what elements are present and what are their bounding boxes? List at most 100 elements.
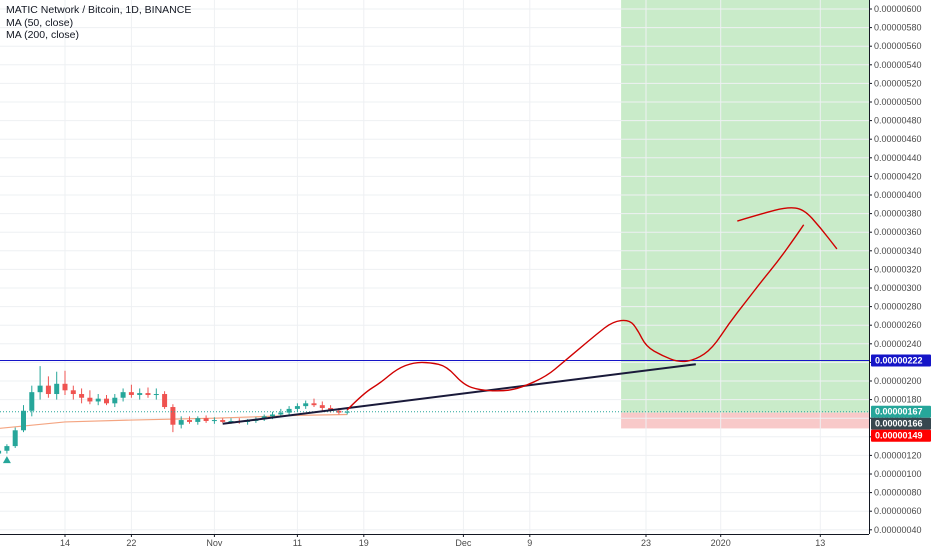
- candle: [286, 406, 292, 416]
- price-tick-label: 0.00000060: [874, 506, 922, 516]
- chart-legend: MATIC Network / Bitcoin, 1D, BINANCE MA …: [6, 4, 191, 42]
- candle: [0, 450, 2, 454]
- time-tick-label: 13: [815, 538, 825, 548]
- price-tick-label: 0.00000520: [874, 78, 922, 88]
- candle-body: [37, 385, 43, 393]
- price-tick-label: 0.00000420: [874, 171, 922, 181]
- candle-body: [203, 418, 209, 421]
- candle-body: [112, 397, 118, 404]
- candle-body: [153, 394, 159, 396]
- price-tick-label: 0.00000100: [874, 469, 922, 479]
- price-tick-label: 0.00000360: [874, 227, 922, 237]
- candle: [37, 366, 43, 400]
- price-tick-label: 0.00000380: [874, 209, 922, 219]
- candle: [112, 394, 118, 408]
- price-tick-label: 0.00000300: [874, 283, 922, 293]
- price-tick-label: 0.00000480: [874, 116, 922, 126]
- price-tag-label: 0.00000222: [875, 356, 923, 366]
- candle: [220, 418, 226, 423]
- candle: [203, 415, 209, 423]
- price-tick-label: 0.00000320: [874, 264, 922, 274]
- candle: [54, 371, 60, 400]
- ma-200-legend: MA (200, close): [6, 29, 79, 41]
- time-tick-label: Nov: [206, 538, 223, 548]
- candle-body: [120, 392, 126, 398]
- price-axis[interactable]: 0.00000600 0.00000580 0.00000560 0.00000540…: [869, 0, 932, 550]
- candle-body: [0, 450, 2, 454]
- candle-body: [4, 446, 10, 451]
- candle: [95, 394, 101, 406]
- candle: [137, 388, 143, 400]
- projection-arc: [737, 207, 838, 250]
- time-tick-label: 19: [359, 538, 369, 548]
- candle-body: [303, 403, 309, 407]
- price-tick-label: 0.00000500: [874, 97, 922, 107]
- price-tick-label: 0.00000040: [874, 525, 922, 535]
- price-tick-label: 0.00000240: [874, 339, 922, 349]
- price-tag-label: 0.00000149: [875, 431, 923, 441]
- candle: [187, 416, 192, 424]
- candle-body: [270, 414, 275, 417]
- drawings: [0, 207, 869, 425]
- candlestick-series: [0, 366, 350, 464]
- price-tick-label: 0.00000080: [874, 488, 922, 498]
- projection-curve: [346, 224, 805, 411]
- candle: [162, 391, 168, 409]
- price-tag-bg: [871, 354, 931, 367]
- candle-body: [278, 412, 284, 415]
- time-tick-label: 2020: [711, 538, 731, 548]
- loss-zone: [621, 412, 869, 429]
- candle-body: [95, 398, 101, 402]
- price-tick-label: 0.00000400: [874, 190, 922, 200]
- candle-body: [54, 383, 60, 395]
- candle-body: [344, 411, 350, 413]
- buy-signal-marker: [2, 456, 11, 464]
- price-tick-label: 0.00000540: [874, 60, 922, 70]
- price-tag-current: 0.00000167: [871, 405, 931, 418]
- candle: [153, 388, 159, 400]
- candle: [87, 390, 93, 405]
- candle-body: [187, 420, 192, 422]
- candle: [311, 398, 317, 408]
- candle-body: [45, 385, 51, 395]
- price-tag-bg: [871, 429, 931, 442]
- candle: [45, 376, 51, 398]
- price-tick-label: 0.00000440: [874, 153, 922, 163]
- time-tick-label: 9: [527, 538, 532, 548]
- candle: [4, 444, 10, 454]
- candle: [79, 388, 85, 404]
- candle-body: [104, 398, 109, 404]
- candle-body: [170, 407, 176, 425]
- candle: [120, 388, 126, 402]
- price-tick-label: 0.00000600: [874, 4, 922, 14]
- candle-body: [220, 420, 226, 422]
- candle-body: [70, 390, 76, 395]
- candle-body: [311, 403, 317, 406]
- price-tick-label: 0.00000460: [874, 134, 922, 144]
- candle-body: [162, 394, 168, 408]
- profit-zone: [621, 0, 869, 413]
- candle: [294, 403, 300, 412]
- price-tag-entry: 0.00000166: [871, 417, 931, 430]
- position-zones: [621, 0, 869, 429]
- time-axis[interactable]: 14 22 Nov 11 19 Dec 9 23 2020 13: [0, 534, 869, 550]
- time-tick-label: 23: [641, 538, 651, 548]
- candle: [104, 394, 109, 406]
- chart-grid: [0, 0, 869, 534]
- time-tick-label: 22: [126, 538, 136, 548]
- candle: [29, 385, 35, 417]
- candle-body: [178, 420, 184, 425]
- price-tag-label: 0.00000167: [875, 407, 923, 417]
- price-tag-bg: [871, 417, 931, 430]
- trendline: [222, 363, 696, 425]
- price-tag-hline: 0.00000222: [871, 354, 931, 367]
- candle: [195, 416, 201, 425]
- time-tick-label: Dec: [455, 538, 472, 548]
- price-tags: 0.00000222 0.00000167 0.00000166 0.00000149: [871, 354, 931, 442]
- candle: [70, 385, 76, 400]
- candle-body: [286, 408, 292, 413]
- candle-body: [228, 420, 234, 422]
- candle-body: [62, 383, 68, 391]
- candle: [178, 416, 184, 429]
